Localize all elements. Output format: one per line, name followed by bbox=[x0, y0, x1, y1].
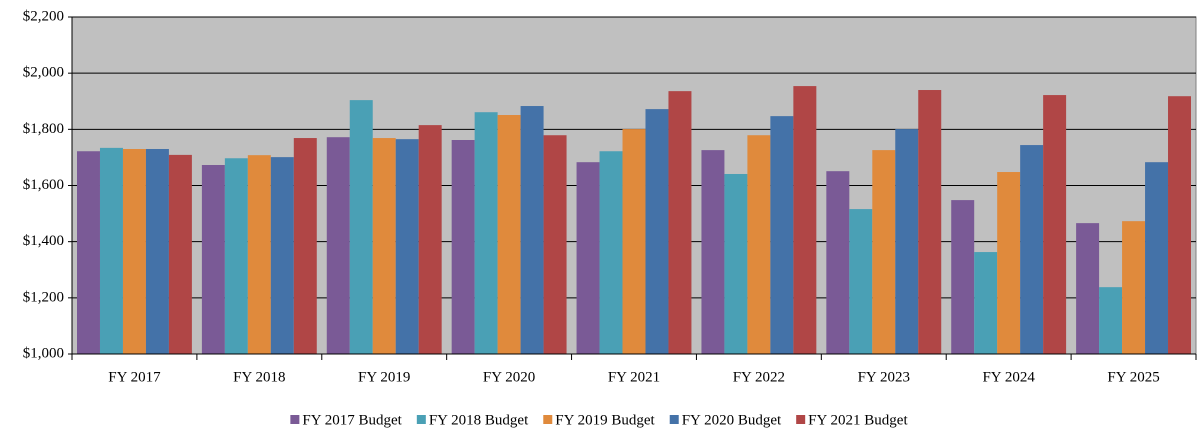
x-tick-label: FY 2023 bbox=[858, 369, 910, 385]
bar bbox=[497, 115, 521, 354]
bar bbox=[872, 150, 896, 354]
bar bbox=[201, 164, 225, 354]
bar bbox=[1099, 287, 1123, 354]
y-tick-label: $2,000 bbox=[23, 65, 64, 81]
bar bbox=[520, 106, 544, 354]
bar bbox=[349, 100, 373, 354]
bar bbox=[1145, 162, 1169, 354]
legend-swatch bbox=[416, 415, 426, 424]
bar bbox=[326, 137, 350, 354]
y-tick-label: $1,000 bbox=[23, 345, 64, 361]
bar bbox=[247, 155, 271, 354]
bar bbox=[395, 139, 419, 354]
bar bbox=[1076, 223, 1100, 354]
legend-label: FY 2019 Budget bbox=[555, 412, 655, 428]
bar bbox=[997, 172, 1021, 354]
bar bbox=[895, 129, 919, 354]
bar bbox=[474, 112, 498, 354]
bar bbox=[622, 129, 646, 354]
legend-swatch bbox=[669, 415, 679, 424]
bar bbox=[77, 151, 100, 354]
bar bbox=[543, 135, 567, 354]
legend-swatch bbox=[796, 415, 806, 424]
y-tick-label: $2,200 bbox=[23, 8, 64, 24]
legend-label: FY 2017 Budget bbox=[302, 412, 402, 428]
bar bbox=[122, 148, 146, 354]
bar bbox=[645, 109, 669, 354]
x-tick-label: FY 2019 bbox=[358, 369, 410, 385]
legend-swatch bbox=[290, 415, 300, 424]
y-tick-label: $1,600 bbox=[23, 177, 64, 193]
legend-label: FY 2021 Budget bbox=[808, 412, 908, 428]
x-tick-label: FY 2024 bbox=[982, 369, 1035, 385]
bar bbox=[747, 135, 771, 354]
bar bbox=[951, 200, 975, 354]
bar bbox=[770, 116, 794, 355]
bar bbox=[372, 138, 396, 354]
y-tick-label: $1,400 bbox=[23, 233, 64, 249]
bar bbox=[668, 91, 692, 354]
bar bbox=[724, 173, 748, 354]
x-tick-label: FY 2017 bbox=[108, 369, 161, 385]
bar bbox=[599, 151, 623, 354]
bar bbox=[1122, 221, 1146, 354]
x-tick-label: FY 2020 bbox=[483, 369, 535, 385]
bar bbox=[974, 252, 998, 354]
bar bbox=[576, 162, 600, 354]
legend-label: FY 2020 Budget bbox=[682, 412, 782, 428]
bar bbox=[224, 158, 248, 354]
legend-swatch bbox=[543, 415, 553, 424]
bar bbox=[1168, 96, 1191, 354]
bar bbox=[701, 150, 725, 354]
bar bbox=[1043, 95, 1067, 355]
bar bbox=[145, 148, 169, 354]
bar bbox=[418, 125, 442, 354]
bar bbox=[1020, 145, 1044, 354]
bar bbox=[99, 147, 123, 354]
bar bbox=[451, 140, 475, 354]
bar bbox=[293, 138, 317, 354]
x-tick-label: FY 2021 bbox=[608, 369, 660, 385]
bar bbox=[168, 154, 192, 354]
bar bbox=[793, 86, 817, 355]
y-tick-label: $1,200 bbox=[23, 289, 64, 305]
bar bbox=[826, 171, 850, 354]
y-tick-label: $1,800 bbox=[23, 121, 64, 137]
x-tick-label: FY 2018 bbox=[233, 369, 285, 385]
bar bbox=[849, 209, 873, 354]
x-tick-label: FY 2022 bbox=[733, 369, 785, 385]
legend-label: FY 2018 Budget bbox=[429, 412, 529, 428]
bar bbox=[270, 157, 294, 354]
x-tick-label: FY 2025 bbox=[1107, 369, 1159, 385]
bar bbox=[918, 90, 942, 355]
